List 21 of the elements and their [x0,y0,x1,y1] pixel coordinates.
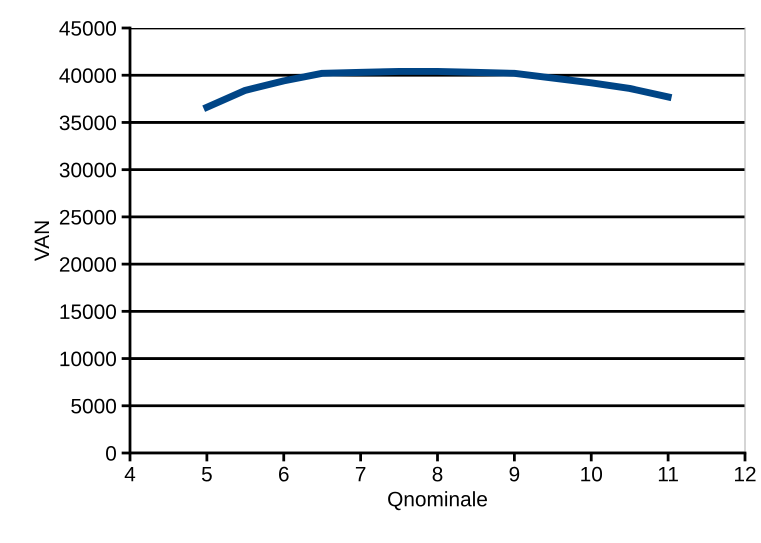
x-tick-label: 10 [581,466,602,482]
y-tick-label: 45000 [59,21,116,36]
x-tick-label: 12 [735,466,756,482]
x-tick-label: 9 [510,466,520,482]
y-tick-label: 25000 [60,210,116,225]
x-axis-title: Qnominale [388,491,487,510]
y-tick-label: 40000 [59,68,116,83]
y-tick-label: 30000 [60,162,116,178]
x-tick-label: 8 [432,466,442,482]
x-tick-label: 11 [658,466,678,482]
y-tick-label: 0 [106,446,116,461]
x-tick-label: 6 [279,466,289,482]
y-axis-title: VAN [34,222,49,262]
y-tick-label: 10000 [60,352,116,366]
y-tick-label: 5000 [71,398,116,414]
x-tick-label: 4 [124,466,136,482]
x-tick-label: 5 [202,466,212,482]
y-tick-label: 20000 [60,257,116,272]
y-tick-label: 35000 [60,115,116,130]
x-tick-label: 7 [356,466,366,482]
y-tick-label: 15000 [60,304,116,320]
